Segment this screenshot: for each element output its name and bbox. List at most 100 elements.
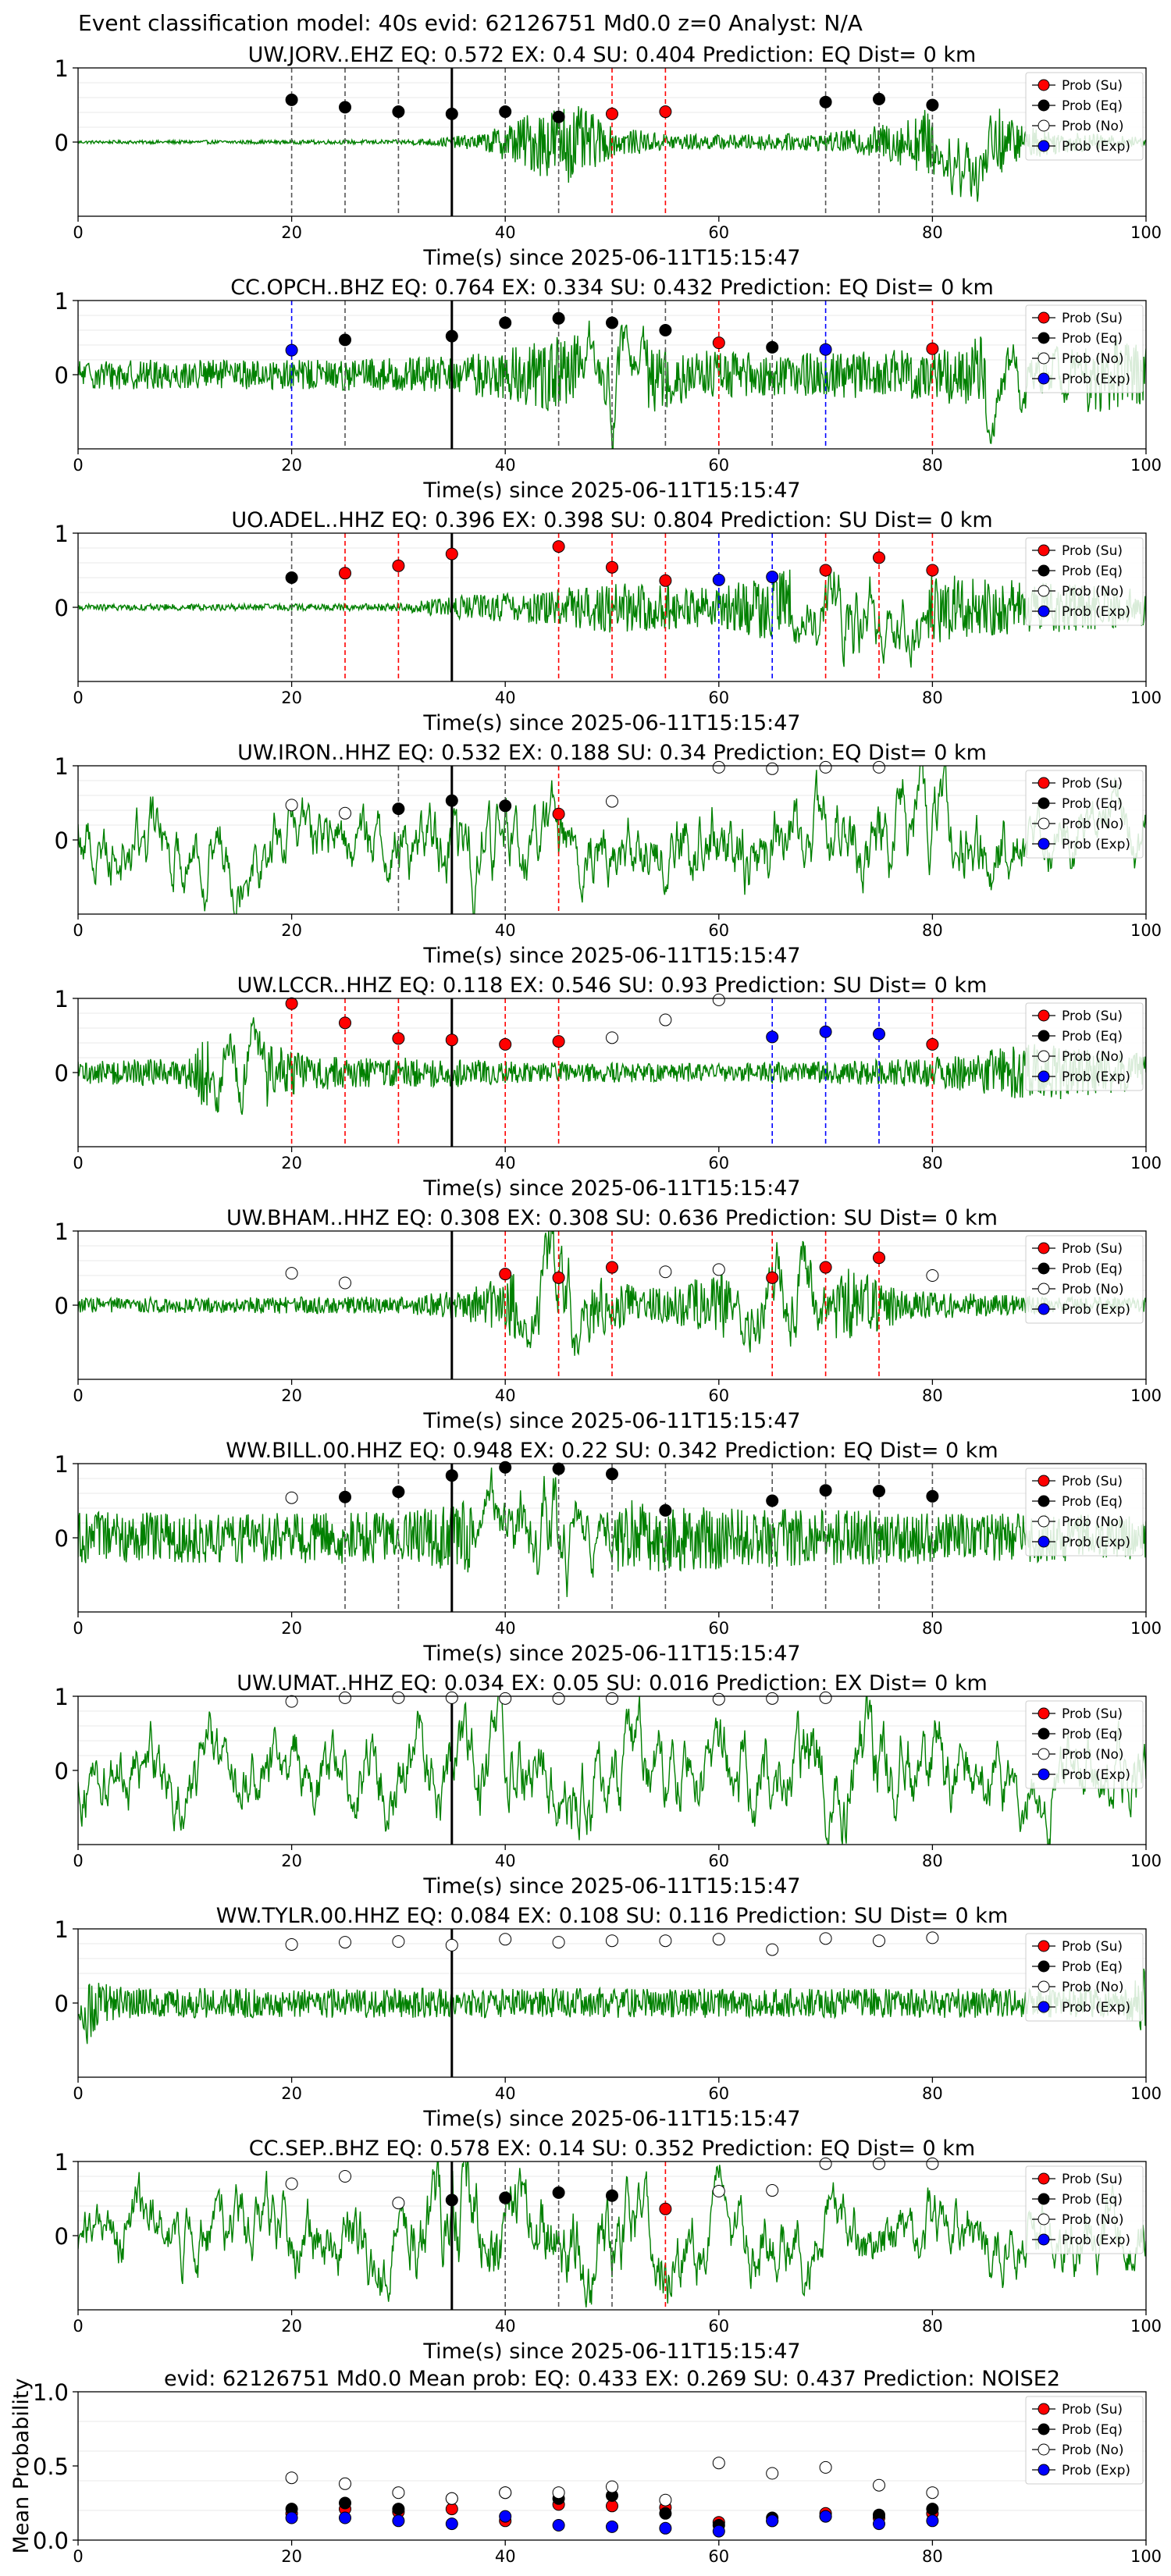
legend-label: Prob (Eq) [1062, 1494, 1123, 1510]
legend-label: Prob (Exp) [1062, 139, 1130, 155]
legend-label: Prob (Su) [1062, 1009, 1123, 1024]
x-tick-label: 0 [73, 456, 83, 475]
prob-marker-no [659, 1013, 672, 1026]
chart-panel: 0 20 40 60 80 100 0 1 WW.TYLR.00.HHZ EQ: 0.084 E… [55, 1904, 1162, 2131]
prob-marker-no [606, 1934, 618, 1948]
prob-marker-eq [499, 105, 512, 119]
prob-marker-su [926, 564, 939, 577]
mean-prob-marker-no [819, 2460, 832, 2474]
prob-marker-su [873, 551, 885, 564]
prob-marker-no [499, 1692, 512, 1705]
prob-marker-no [285, 1491, 298, 1504]
legend-box [1025, 1235, 1144, 1324]
x-tick-label: 60 [708, 223, 729, 242]
prob-marker-su [445, 1034, 458, 1047]
legend-marker-eq [1038, 1727, 1050, 1740]
prob-marker-no [926, 2157, 939, 2170]
x-tick-label: 100 [1130, 2317, 1162, 2336]
legend-marker-exp [1038, 838, 1050, 850]
chart-panel: 0 20 40 60 80 100 0 1 UW.IRON..HHZ EQ: 0.532 EX:… [55, 741, 1162, 968]
y-tick-label: 1 [55, 55, 69, 82]
prob-marker-eq [339, 101, 351, 114]
legend-label: Prob (Eq) [1062, 796, 1123, 812]
prob-marker-su [766, 1271, 779, 1284]
legend: Prob (Su) Prob (Eq) Prob (No) Prob (Exp) [1025, 1700, 1144, 1789]
x-tick-label: 40 [495, 1386, 516, 1405]
prob-marker-no [606, 1031, 618, 1044]
prob-marker-eq [606, 316, 618, 329]
mean-prob-marker-exp [339, 2511, 351, 2524]
legend-marker-no [1038, 119, 1050, 132]
legend: Prob (Su) Prob (Eq) Prob (No) Prob (Exp) [1025, 304, 1144, 393]
prob-marker-no [766, 1943, 779, 1956]
x-axis-label: Time(s) since 2025-06-11T15:15:47 [422, 1874, 800, 1898]
legend-label: Prob (Su) [1062, 311, 1123, 326]
prob-marker-no [392, 1935, 405, 1948]
x-tick-label: 40 [495, 2547, 516, 2566]
x-tick-label: 100 [1130, 2547, 1162, 2566]
prob-marker-no [339, 1276, 351, 1290]
prob-marker-eq [499, 316, 512, 329]
prob-marker-exp [873, 1027, 885, 1041]
x-axis-label: Time(s) since 2025-06-11T15:15:47 [422, 944, 800, 968]
prob-marker-no [392, 1691, 405, 1704]
prob-marker-eq [926, 98, 939, 112]
mean-prob-marker-exp [499, 2510, 512, 2523]
legend: Prob (Su) Prob (Eq) Prob (No) Prob (Exp) [1025, 2396, 1144, 2485]
x-tick-label: 60 [708, 921, 729, 940]
x-tick-label: 0 [73, 688, 83, 707]
panel-title: WW.TYLR.00.HHZ EQ: 0.084 EX: 0.108 SU: 0… [216, 1904, 1009, 1928]
prob-marker-eq [285, 93, 298, 106]
legend: Prob (Su) Prob (Eq) Prob (No) Prob (Exp) [1025, 1002, 1144, 1091]
prob-marker-no [606, 1692, 618, 1705]
legend-marker-eq [1038, 797, 1050, 809]
x-tick-label: 20 [281, 456, 302, 475]
waveform-trace [78, 568, 1146, 668]
x-tick-label: 60 [708, 2547, 729, 2566]
legend: Prob (Su) Prob (Eq) Prob (No) Prob (Exp) [1025, 1933, 1144, 2022]
x-tick-label: 80 [922, 2547, 943, 2566]
legend-label: Prob (Eq) [1062, 2192, 1123, 2208]
legend-box [1025, 537, 1144, 626]
legend-label: Prob (Eq) [1062, 98, 1123, 114]
legend-label: Prob (Eq) [1062, 1959, 1123, 1975]
chart-panel: 0 20 40 60 80 100 0 1 CC.OPCH..BHZ EQ: 0.764 EX:… [55, 276, 1162, 503]
x-tick-label: 40 [495, 1852, 516, 1870]
waveform-trace [78, 2161, 1146, 2307]
mean-prob-marker-no [339, 2477, 351, 2490]
x-axis-label: Time(s) since 2025-06-11T15:15:47 [422, 2339, 800, 2364]
prob-marker-no [285, 799, 298, 812]
x-tick-label: 60 [708, 456, 729, 475]
x-tick-label: 80 [922, 2084, 943, 2103]
y-tick-label: 1 [55, 1916, 69, 1943]
x-tick-label: 80 [922, 1154, 943, 1172]
x-tick-label: 100 [1130, 2084, 1162, 2103]
prob-marker-eq [552, 2186, 565, 2199]
legend: Prob (Su) Prob (Eq) Prob (No) Prob (Exp) [1025, 2165, 1144, 2254]
x-axis-label: Time(s) since 2025-06-11T15:15:47 [422, 1409, 800, 1433]
prob-marker-su [926, 342, 939, 355]
panel-title: WW.BILL.00.HHZ EQ: 0.948 EX: 0.22 SU: 0.… [226, 1439, 998, 1463]
legend-box [1025, 1700, 1144, 1789]
legend-label: Prob (Su) [1062, 1706, 1123, 1722]
prob-marker-no [926, 1931, 939, 1944]
prob-marker-no [766, 1692, 779, 1705]
prob-marker-no [445, 1691, 458, 1704]
x-tick-label: 0 [73, 1852, 83, 1870]
legend-label: Prob (Su) [1062, 2172, 1123, 2187]
legend-marker-eq [1038, 1960, 1050, 1973]
legend-marker-su [1038, 1242, 1050, 1254]
prob-marker-eq [285, 571, 298, 584]
prob-marker-no [819, 1691, 832, 1704]
legend-marker-exp [1038, 2464, 1050, 2476]
legend: Prob (Su) Prob (Eq) Prob (No) Prob (Exp) [1025, 72, 1144, 161]
chart-panel: 0 20 40 60 80 100 0 1 UW.JORV..EHZ EQ: 0.572 EX:… [55, 43, 1162, 270]
prob-marker-eq [499, 1461, 512, 1474]
prob-marker-eq [873, 1485, 885, 1498]
y-tick-label: 1 [55, 1451, 69, 1478]
legend-marker-eq [1038, 1495, 1050, 1507]
legend-label: Prob (Exp) [1062, 837, 1130, 852]
prob-marker-eq [606, 1468, 618, 1481]
mean-prob-marker-su [445, 2503, 458, 2516]
y-tick-label: 1 [55, 1219, 69, 1245]
